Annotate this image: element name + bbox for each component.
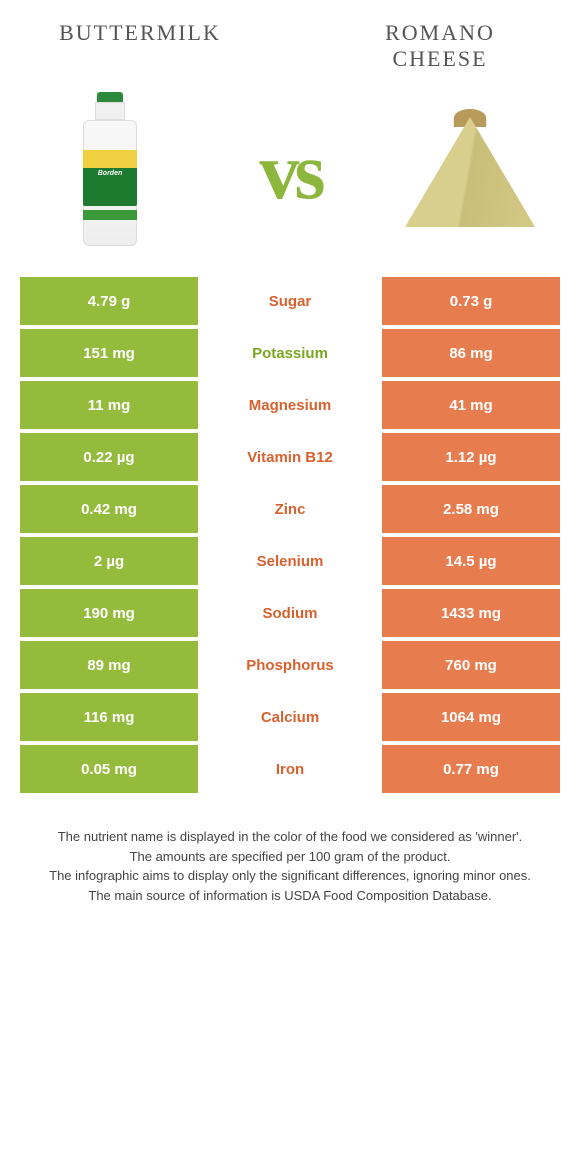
footer-line: The nutrient name is displayed in the co… <box>30 827 550 847</box>
value-left: 0.05 mg <box>20 745 198 793</box>
table-row: 0.05 mgIron0.77 mg <box>20 745 560 793</box>
value-left: 0.22 µg <box>20 433 198 481</box>
nutrient-label: Selenium <box>202 537 378 585</box>
food-left-title: Buttermilk <box>40 20 240 72</box>
nutrient-label: Phosphorus <box>202 641 378 689</box>
value-right: 1064 mg <box>382 693 560 741</box>
value-left: 11 mg <box>20 381 198 429</box>
table-row: 89 mgPhosphorus760 mg <box>20 641 560 689</box>
footer-notes: The nutrient name is displayed in the co… <box>0 797 580 905</box>
value-left: 116 mg <box>20 693 198 741</box>
table-row: 4.79 gSugar0.73 g <box>20 277 560 325</box>
nutrient-label: Sugar <box>202 277 378 325</box>
value-right: 86 mg <box>382 329 560 377</box>
table-row: 151 mgPotassium86 mg <box>20 329 560 377</box>
value-left: 4.79 g <box>20 277 198 325</box>
value-left: 89 mg <box>20 641 198 689</box>
table-row: 2 µgSelenium14.5 µg <box>20 537 560 585</box>
food-right-title: Romano cheese <box>340 20 540 72</box>
vs-label: vs <box>259 127 320 218</box>
nutrient-label: Magnesium <box>202 381 378 429</box>
nutrient-label: Iron <box>202 745 378 793</box>
table-row: 190 mgSodium1433 mg <box>20 589 560 637</box>
table-row: 0.22 µgVitamin B121.12 µg <box>20 433 560 481</box>
nutrient-table: 4.79 gSugar0.73 g151 mgPotassium86 mg11 … <box>20 277 560 793</box>
value-right: 2.58 mg <box>382 485 560 533</box>
food-right-image <box>390 87 550 257</box>
value-left: 151 mg <box>20 329 198 377</box>
value-right: 1.12 µg <box>382 433 560 481</box>
value-right: 0.77 mg <box>382 745 560 793</box>
value-right: 14.5 µg <box>382 537 560 585</box>
table-row: 11 mgMagnesium41 mg <box>20 381 560 429</box>
value-left: 2 µg <box>20 537 198 585</box>
value-left: 190 mg <box>20 589 198 637</box>
nutrient-label: Sodium <box>202 589 378 637</box>
footer-line: The infographic aims to display only the… <box>30 866 550 886</box>
nutrient-label: Zinc <box>202 485 378 533</box>
food-left-image: Borden <box>30 87 190 257</box>
value-left: 0.42 mg <box>20 485 198 533</box>
nutrient-label: Potassium <box>202 329 378 377</box>
footer-line: The main source of information is USDA F… <box>30 886 550 906</box>
value-right: 760 mg <box>382 641 560 689</box>
value-right: 41 mg <box>382 381 560 429</box>
table-row: 0.42 mgZinc2.58 mg <box>20 485 560 533</box>
table-row: 116 mgCalcium1064 mg <box>20 693 560 741</box>
nutrient-label: Vitamin B12 <box>202 433 378 481</box>
value-right: 1433 mg <box>382 589 560 637</box>
nutrient-label: Calcium <box>202 693 378 741</box>
footer-line: The amounts are specified per 100 gram o… <box>30 847 550 867</box>
value-right: 0.73 g <box>382 277 560 325</box>
